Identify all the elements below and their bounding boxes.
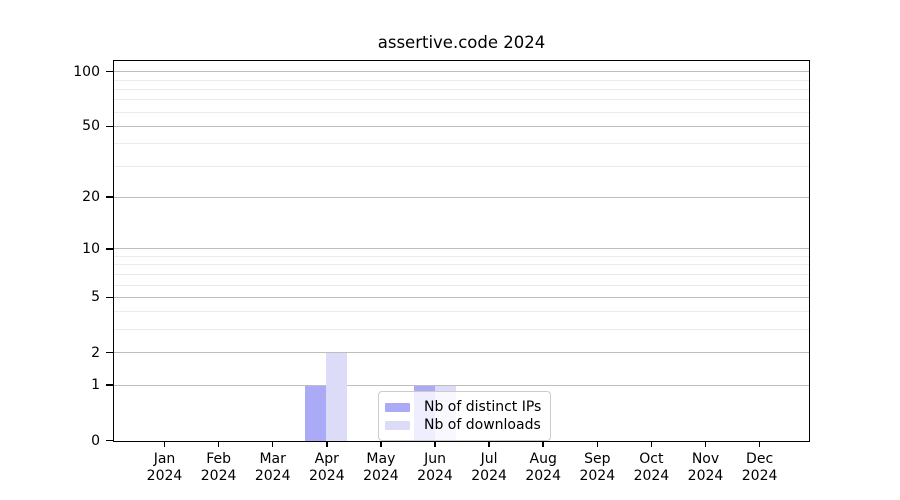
x-tick-label: Apr 2024 — [308, 451, 345, 484]
x-tick-mark — [217, 442, 220, 447]
y-tick-mark — [106, 248, 113, 250]
gridline-minor — [114, 111, 809, 113]
y-tick-label: 2 — [91, 344, 100, 361]
x-tick-label: May 2024 — [363, 451, 399, 484]
x-tick-mark — [542, 442, 544, 447]
x-tick-mark — [596, 442, 599, 447]
gridline-minor — [114, 79, 809, 81]
y-tick-label: 50 — [82, 118, 100, 135]
gridline-minor — [114, 99, 809, 101]
legend-row-distinct-ips: Nb of distinct IPs — [385, 398, 541, 416]
gridline-minor — [114, 329, 809, 331]
x-tick-mark — [704, 442, 707, 447]
downloads-swatch — [385, 420, 410, 430]
bar-downloads — [326, 353, 348, 441]
y-tick-label: 10 — [82, 240, 100, 257]
gridline-minor — [114, 273, 809, 275]
plot-area — [113, 60, 810, 442]
y-tick-mark — [106, 351, 113, 354]
gridline-major — [114, 296, 809, 298]
gridline-minor — [114, 311, 809, 313]
x-tick-label: Feb 2024 — [200, 451, 237, 484]
gridline-major — [114, 384, 809, 386]
y-axis: 0 1 2 5 10 20 50 100 — [0, 60, 113, 449]
x-tick-label: Oct 2024 — [633, 451, 670, 484]
x-tick-label: Jan 2024 — [146, 451, 183, 484]
y-tick-mark — [106, 70, 113, 73]
gridline-minor — [114, 264, 809, 266]
gridline-minor — [114, 88, 809, 90]
x-tick-label: Jul 2024 — [471, 451, 507, 484]
gridline-minor — [114, 143, 809, 145]
x-tick-mark — [271, 442, 274, 447]
x-tick-label: Jun 2024 — [417, 451, 453, 484]
x-tick-label: Sep 2024 — [579, 451, 616, 484]
y-tick-mark — [106, 196, 113, 198]
x-tick-mark — [163, 442, 166, 447]
x-tick-mark — [488, 442, 490, 447]
chart-title: assertive.code 2024 — [377, 33, 546, 52]
gridline-major — [114, 196, 809, 198]
legend-row-downloads: Nb of downloads — [385, 416, 541, 434]
x-tick-mark — [650, 442, 653, 447]
gridline-major — [114, 125, 809, 127]
legend-label-downloads: Nb of downloads — [424, 417, 541, 433]
x-tick-mark — [434, 442, 436, 447]
legend-label-distinct-ips: Nb of distinct IPs — [424, 399, 542, 415]
gridline-major — [114, 248, 809, 250]
gridline-minor — [114, 256, 809, 257]
y-tick-mark — [106, 296, 113, 299]
gridline-minor — [114, 165, 809, 167]
legend: Nb of distinct IPs Nb of downloads — [378, 391, 552, 441]
x-axis: Jan 2024 Feb 2024 Mar 2024 Apr 2024 May 2024 Jun 20… — [113, 442, 810, 498]
gridline-major — [114, 71, 809, 73]
bar-distinct-ips — [305, 385, 327, 441]
y-tick-mark — [106, 384, 113, 386]
y-tick-label: 20 — [82, 189, 100, 206]
x-tick-label: Aug 2024 — [525, 451, 561, 484]
y-tick-mark — [106, 439, 113, 442]
x-tick-mark — [326, 442, 328, 447]
x-tick-label: Nov 2024 — [687, 451, 724, 484]
y-tick-label: 1 — [91, 377, 100, 394]
gridline-minor — [114, 284, 809, 286]
x-tick-mark — [758, 442, 761, 447]
x-tick-label: Dec 2024 — [741, 451, 778, 484]
y-tick-mark — [106, 125, 113, 128]
x-tick-mark — [380, 442, 382, 447]
y-tick-label: 0 — [91, 432, 100, 449]
y-tick-label: 100 — [73, 63, 100, 80]
y-tick-label: 5 — [91, 289, 100, 306]
x-tick-label: Mar 2024 — [254, 451, 291, 484]
gridline-major — [114, 352, 809, 354]
distinct-ips-swatch — [385, 402, 410, 412]
